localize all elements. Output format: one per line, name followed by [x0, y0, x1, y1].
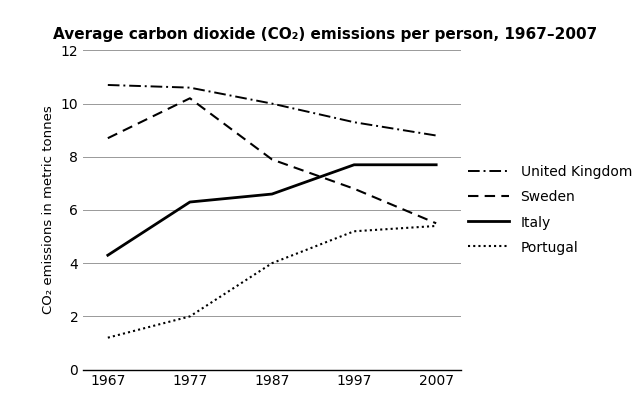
Italy — [104, 253, 111, 258]
Portugal — [186, 314, 194, 319]
Line: Italy: Italy — [108, 165, 436, 255]
Portugal — [350, 229, 358, 234]
United Kingdom — [186, 85, 194, 90]
Legend: United Kingdom, Sweden, Italy, Portugal: United Kingdom, Sweden, Italy, Portugal — [468, 165, 632, 255]
United Kingdom — [350, 120, 358, 125]
United Kingdom — [104, 82, 111, 87]
Sweden — [268, 157, 276, 162]
Portugal — [268, 261, 276, 266]
Italy — [350, 162, 358, 167]
Portugal — [104, 335, 111, 340]
United Kingdom — [268, 101, 276, 106]
Sweden — [186, 96, 194, 101]
Sweden — [433, 221, 440, 226]
Y-axis label: CO₂ emissions in metric tonnes: CO₂ emissions in metric tonnes — [42, 105, 55, 315]
Line: Portugal: Portugal — [108, 226, 436, 338]
Portugal — [433, 223, 440, 228]
Italy — [186, 200, 194, 205]
Line: United Kingdom: United Kingdom — [108, 85, 436, 136]
Sweden — [350, 186, 358, 191]
Italy — [268, 192, 276, 197]
Text: Average carbon dioxide (CO₂) emissions per person, 1967–2007: Average carbon dioxide (CO₂) emissions p… — [53, 27, 597, 42]
Line: Sweden: Sweden — [108, 98, 436, 223]
Italy — [433, 162, 440, 167]
Sweden — [104, 136, 111, 141]
United Kingdom — [433, 133, 440, 138]
